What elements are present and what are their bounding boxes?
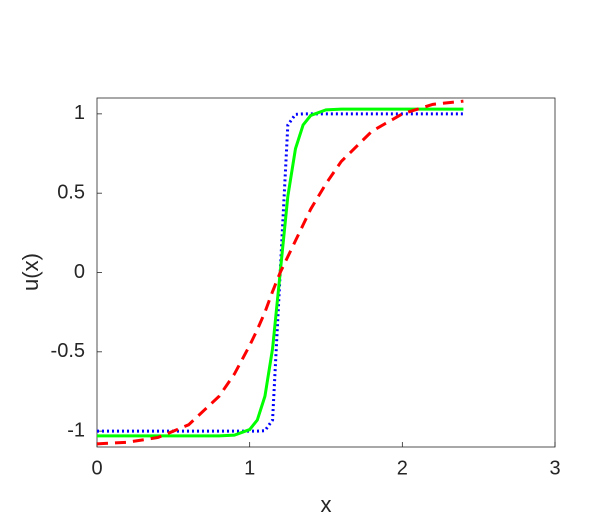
- plot-box: [96, 97, 556, 448]
- y-tick-label: 1: [74, 102, 85, 124]
- y-tick-label: 0: [74, 261, 85, 283]
- series-line: [97, 112, 464, 433]
- x-tick-label: 1: [244, 457, 255, 479]
- x-axis-label: x: [321, 492, 332, 517]
- x-tick-label: 2: [397, 457, 408, 479]
- x-tick-label: 3: [549, 457, 560, 479]
- y-tick-label: 0.5: [57, 181, 85, 203]
- y-axis-label: u(x): [18, 253, 43, 291]
- y-tick-label: -0.5: [51, 340, 85, 362]
- x-tick-label: 0: [91, 457, 102, 479]
- series-line: [96, 99, 464, 446]
- y-tick-label: -1: [67, 419, 85, 441]
